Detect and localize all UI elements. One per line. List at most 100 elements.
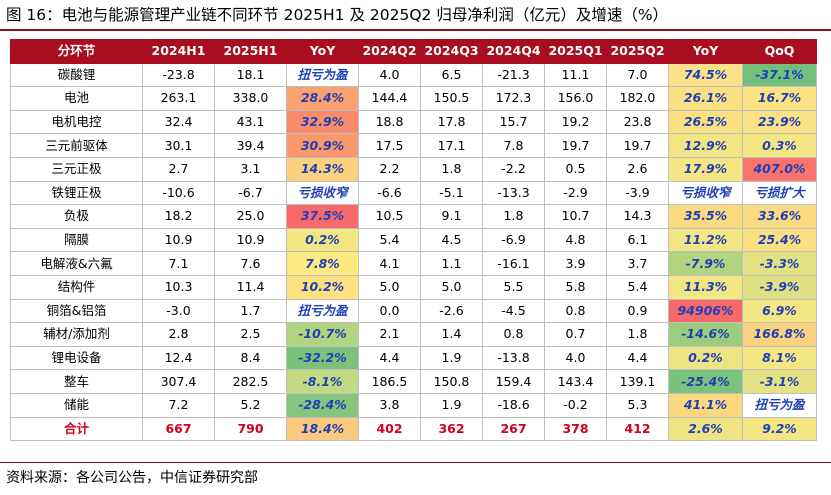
- cell-h1-2024: 30.1: [142, 133, 215, 158]
- cell-q2-2024: 10.5: [358, 204, 421, 229]
- cell-q1-2025: 0.8: [544, 298, 607, 324]
- cell-q1-2025: 19.7: [544, 133, 607, 158]
- cell-q4-2024: 0.8: [482, 322, 545, 347]
- cell-q4-2024: -2.2: [482, 156, 545, 182]
- table-row: 三元前驱体 30.1 39.4 30.9% 17.5 17.1 7.8 19.7 19.7 12.…: [10, 133, 817, 158]
- table-row: 隔膜 10.9 10.9 0.2% 5.4 4.5 -6.9 4.8 6.1 11.2% 25.4%: [10, 227, 817, 253]
- cell-q2-2024: 3.8: [358, 392, 421, 418]
- cell-qoq: 23.9%: [742, 109, 817, 135]
- cell-qoq: 亏损扩大: [742, 180, 817, 206]
- cell-yoy-h: 30.9%: [286, 133, 359, 158]
- cell-yoy-q: 26.1%: [668, 86, 743, 111]
- cell-q2-2024: 5.4: [358, 227, 421, 253]
- source-note: 资料来源：各公司公告，中信证券研究部: [6, 470, 258, 486]
- cell-h1-2025: 2.5: [214, 322, 287, 347]
- cell-q3-2024: 17.1: [420, 133, 483, 158]
- cell-q2-2024: 402: [358, 416, 421, 442]
- cell-q4-2024: -4.5: [482, 298, 545, 324]
- cell-name: 锂电设备: [10, 345, 143, 371]
- cell-yoy-h: 扭亏为盈: [286, 298, 359, 324]
- cell-yoy-q: 94906%: [668, 298, 743, 324]
- cell-name: 电解液&六氟: [10, 251, 143, 276]
- cell-q1-2025: 19.2: [544, 109, 607, 135]
- cell-h1-2024: 10.9: [142, 227, 215, 253]
- cell-qoq: 0.3%: [742, 133, 817, 158]
- cell-q2-2025: 5.3: [606, 392, 669, 418]
- cell-h1-2025: 18.1: [214, 62, 287, 88]
- cell-q1-2025: 11.1: [544, 62, 607, 88]
- cell-name: 储能: [10, 392, 143, 418]
- table-row: 整车 307.4 282.5 -8.1% 186.5 150.8 159.4 143.4 139…: [10, 369, 817, 394]
- cell-q2-2025: 19.7: [606, 133, 669, 158]
- header-row: 分环节 2024H1 2025H1 YoY 2024Q2 2024Q3 2024…: [10, 39, 817, 64]
- cell-qoq: 扭亏为盈: [742, 392, 817, 418]
- cell-q2-2024: 4.1: [358, 251, 421, 276]
- cell-q2-2024: 18.8: [358, 109, 421, 135]
- cell-yoy-q: 11.3%: [668, 274, 743, 300]
- table-row: 辅材/添加剂 2.8 2.5 -10.7% 2.1 1.4 0.8 0.7 1.8 -14.6% 1…: [10, 322, 817, 347]
- cell-yoy-q: 35.5%: [668, 204, 743, 229]
- cell-qoq: 25.4%: [742, 227, 817, 253]
- cell-h1-2025: 43.1: [214, 109, 287, 135]
- cell-q2-2025: 412: [606, 416, 669, 442]
- cell-q2-2025: 0.9: [606, 298, 669, 324]
- cell-h1-2024: 307.4: [142, 369, 215, 394]
- cell-q2-2025: 7.0: [606, 62, 669, 88]
- cell-h1-2024: 7.2: [142, 392, 215, 418]
- cell-h1-2025: 39.4: [214, 133, 287, 158]
- cell-name: 隔膜: [10, 227, 143, 253]
- title-rule: [0, 29, 831, 31]
- cell-h1-2025: 25.0: [214, 204, 287, 229]
- header-cell: 2024H1: [142, 39, 215, 64]
- cell-qoq: 33.6%: [742, 204, 817, 229]
- cell-h1-2024: 18.2: [142, 204, 215, 229]
- cell-name: 负极: [10, 204, 143, 229]
- cell-h1-2024: -23.8: [142, 62, 215, 88]
- cell-qoq: -3.1%: [742, 369, 817, 394]
- cell-q4-2024: -21.3: [482, 62, 545, 88]
- cell-yoy-q: 2.6%: [668, 416, 743, 442]
- cell-yoy-h: 32.9%: [286, 109, 359, 135]
- cell-q1-2025: 10.7: [544, 204, 607, 229]
- cell-yoy-q: -7.9%: [668, 251, 743, 276]
- cell-q2-2025: 4.4: [606, 345, 669, 371]
- table-row: 三元正极 2.7 3.1 14.3% 2.2 1.8 -2.2 0.5 2.6 17.9% 407.…: [10, 156, 817, 182]
- profit-table: 分环节 2024H1 2025H1 YoY 2024Q2 2024Q3 2024…: [10, 39, 817, 442]
- cell-q3-2024: -5.1: [420, 180, 483, 206]
- cell-h1-2024: 667: [142, 416, 215, 442]
- cell-q4-2024: 267: [482, 416, 545, 442]
- cell-q2-2024: 17.5: [358, 133, 421, 158]
- header-cell: QoQ: [742, 39, 817, 64]
- cell-yoy-h: -32.2%: [286, 345, 359, 371]
- cell-q2-2024: -6.6: [358, 180, 421, 206]
- header-cell: YoY: [668, 39, 743, 64]
- cell-h1-2025: 3.1: [214, 156, 287, 182]
- cell-yoy-h: -10.7%: [286, 322, 359, 347]
- cell-q1-2025: 156.0: [544, 86, 607, 111]
- cell-name: 碳酸锂: [10, 62, 143, 88]
- cell-yoy-q: -14.6%: [668, 322, 743, 347]
- cell-q2-2025: 5.4: [606, 274, 669, 300]
- cell-name: 电池: [10, 86, 143, 111]
- cell-yoy-h: 14.3%: [286, 156, 359, 182]
- cell-q2-2025: -3.9: [606, 180, 669, 206]
- header-cell: 2024Q2: [358, 39, 421, 64]
- cell-q2-2025: 182.0: [606, 86, 669, 111]
- cell-name: 铜箔&铝箔: [10, 298, 143, 324]
- cell-q1-2025: 0.7: [544, 322, 607, 347]
- cell-q3-2024: 150.5: [420, 86, 483, 111]
- cell-h1-2024: 263.1: [142, 86, 215, 111]
- cell-yoy-h: 37.5%: [286, 204, 359, 229]
- cell-h1-2024: 10.3: [142, 274, 215, 300]
- cell-name: 铁锂正极: [10, 180, 143, 206]
- cell-yoy-h: 扭亏为盈: [286, 62, 359, 88]
- header-cell: 2024Q3: [420, 39, 483, 64]
- cell-q1-2025: 0.5: [544, 156, 607, 182]
- cell-yoy-q: 亏损收窄: [668, 180, 743, 206]
- cell-h1-2025: 1.7: [214, 298, 287, 324]
- cell-q3-2024: 5.0: [420, 274, 483, 300]
- cell-h1-2025: -6.7: [214, 180, 287, 206]
- cell-h1-2025: 338.0: [214, 86, 287, 111]
- cell-q3-2024: -2.6: [420, 298, 483, 324]
- table-row: 铜箔&铝箔 -3.0 1.7 扭亏为盈 0.0 -2.6 -4.5 0.8 0.9 94906% 6…: [10, 298, 817, 324]
